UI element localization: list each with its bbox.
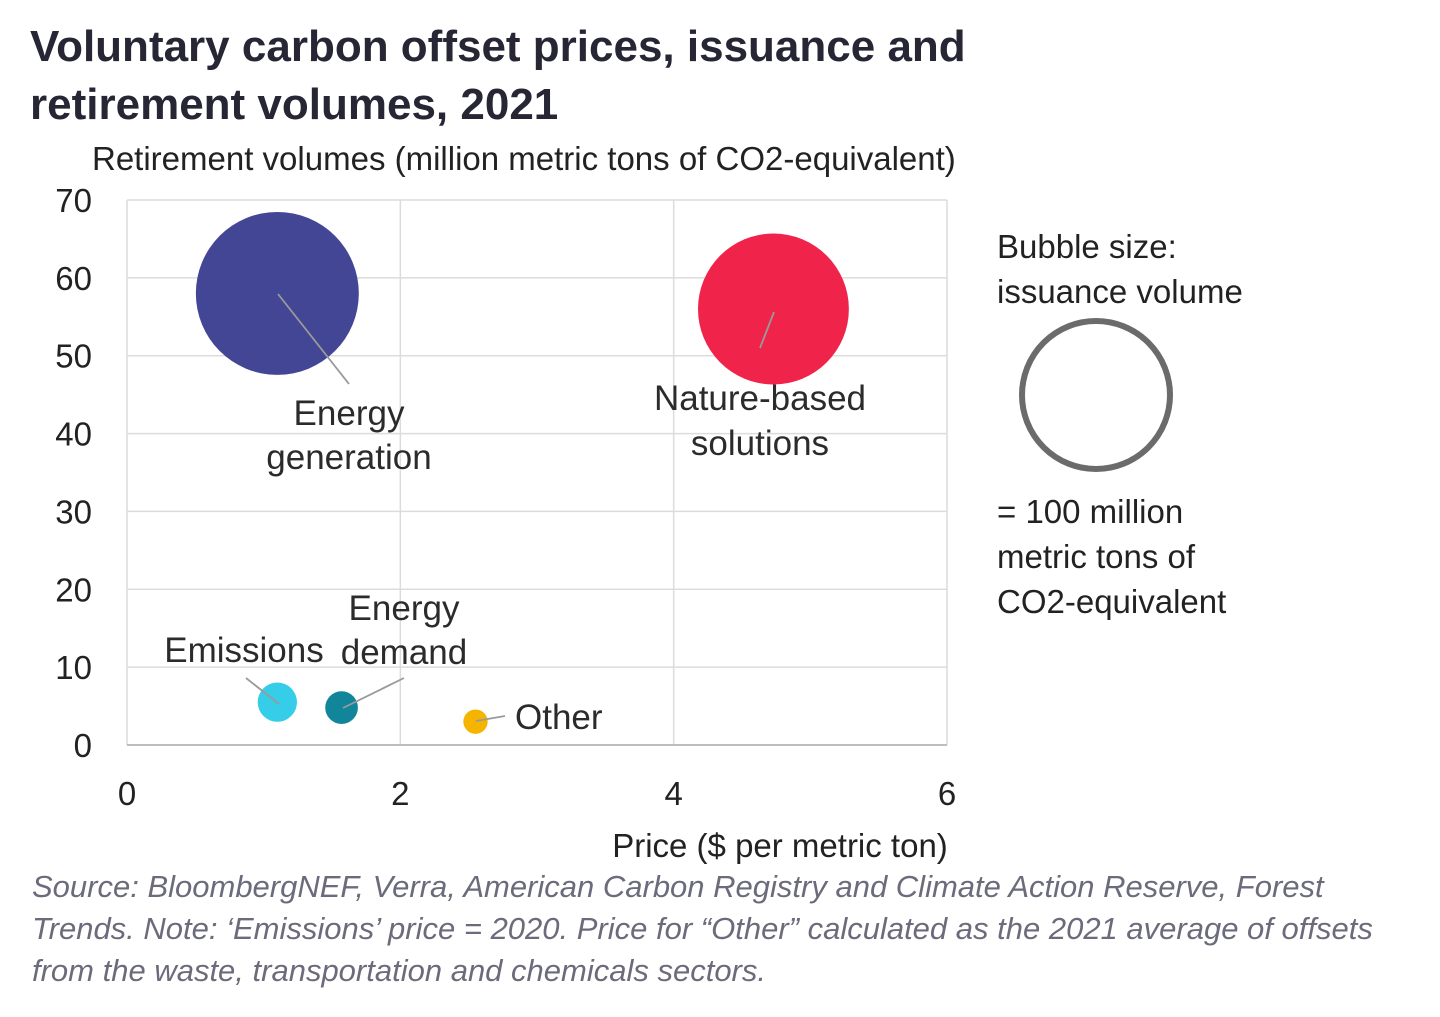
bubble-nature-based-solutions xyxy=(697,233,849,385)
bubble-energy-demand xyxy=(325,691,358,724)
legend-value-text: CO2-equivalent xyxy=(997,583,1226,620)
legend-value-text: = 100 million xyxy=(997,493,1183,530)
y-tick-label: 0 xyxy=(74,727,92,764)
y-tick-label: 20 xyxy=(55,571,92,608)
bubble-label: Nature-based xyxy=(654,379,866,418)
x-tick-label: 2 xyxy=(391,775,409,812)
legend-heading: Bubble size: xyxy=(997,228,1177,265)
y-tick-label: 50 xyxy=(55,338,92,375)
y-tick-label: 70 xyxy=(55,182,92,219)
bubble-label: Emissions xyxy=(164,631,323,670)
bubble-other xyxy=(463,709,488,734)
y-tick-label: 60 xyxy=(55,260,92,297)
legend-reference-circle xyxy=(1019,318,1173,472)
bubble-label: generation xyxy=(266,438,431,477)
leader-line xyxy=(245,677,280,705)
leader-line xyxy=(277,293,350,385)
x-axis-label: Price ($ per metric ton) xyxy=(612,827,948,864)
legend-value-text: metric tons of xyxy=(997,538,1196,575)
x-tick-label: 6 xyxy=(938,775,956,812)
x-tick-label: 4 xyxy=(664,775,682,812)
bubble-label: Energy xyxy=(349,589,460,628)
chart-title: Voluntary carbon offset prices, issuance… xyxy=(30,18,1130,134)
leader-line xyxy=(759,311,775,349)
leader-line xyxy=(342,677,405,709)
x-tick-label: 0 xyxy=(118,775,136,812)
bubble-label: Other xyxy=(515,698,603,737)
y-tick-label: 40 xyxy=(55,416,92,453)
bubble-energy-generation xyxy=(195,211,359,375)
y-axis-label: Retirement volumes (million metric tons … xyxy=(92,140,956,177)
source-note: Source: BloombergNEF, Verra, American Ca… xyxy=(32,869,1373,988)
chart-title-line: retirement volumes, 2021 xyxy=(30,80,559,129)
legend-heading: issuance volume xyxy=(997,273,1243,310)
leader-line xyxy=(475,715,506,722)
chart-title-line: Voluntary carbon offset prices, issuance… xyxy=(30,22,966,71)
y-tick-label: 10 xyxy=(55,649,92,686)
y-tick-label: 30 xyxy=(55,493,92,530)
bubble-label: demand xyxy=(341,633,467,672)
bubble-label: Energy xyxy=(294,394,405,433)
bubble-label: solutions xyxy=(691,424,829,463)
